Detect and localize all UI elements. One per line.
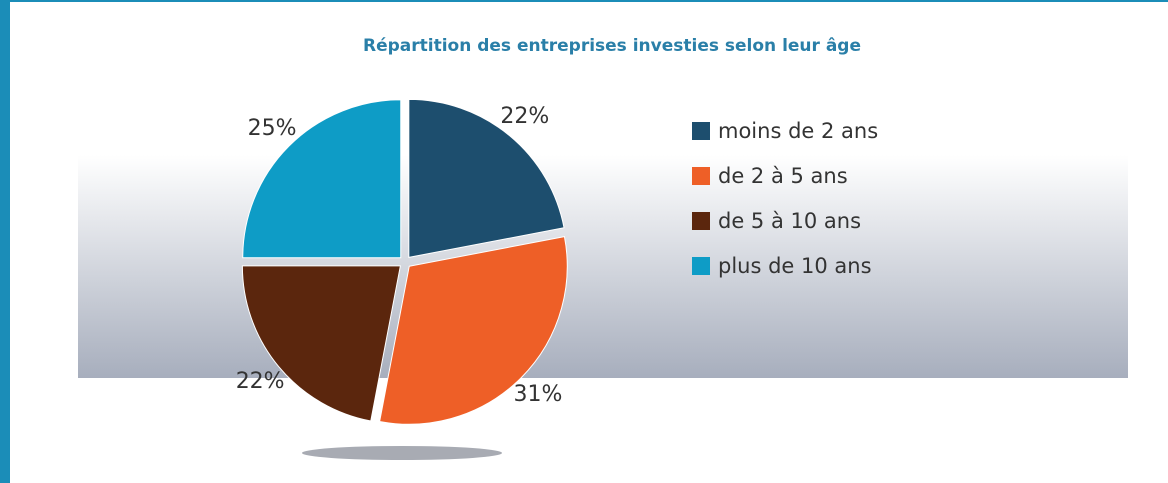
data-label: 31% [513, 382, 562, 407]
legend-swatch [692, 212, 710, 230]
legend-label: de 5 à 10 ans [718, 209, 861, 233]
data-label: 22% [236, 369, 285, 394]
chart-title: Répartition des entreprises investies se… [363, 36, 861, 56]
legend-label: moins de 2 ans [718, 119, 878, 143]
legend-swatch [692, 122, 710, 140]
pie-slice [242, 99, 402, 259]
pie-slice [241, 265, 401, 422]
pie-slice [379, 236, 568, 425]
pie-shadow [302, 446, 502, 460]
legend-label: plus de 10 ans [718, 254, 872, 278]
pie-slice [408, 98, 565, 258]
data-label: 25% [248, 116, 297, 141]
legend-swatch [692, 167, 710, 185]
legend-swatch [692, 257, 710, 275]
legend-label: de 2 à 5 ans [718, 164, 848, 188]
background-band [78, 155, 1128, 378]
left-border [0, 0, 10, 483]
top-border [0, 0, 1168, 2]
data-label: 22% [500, 104, 549, 129]
